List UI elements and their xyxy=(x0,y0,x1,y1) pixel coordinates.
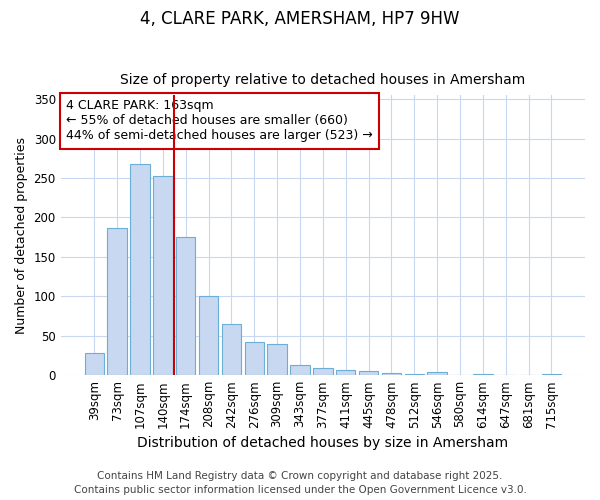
Bar xyxy=(359,371,378,375)
Bar xyxy=(221,324,241,375)
Bar xyxy=(199,296,218,375)
Bar xyxy=(404,374,424,375)
Title: Size of property relative to detached houses in Amersham: Size of property relative to detached ho… xyxy=(120,73,526,87)
Bar xyxy=(336,370,355,375)
Text: 4, CLARE PARK, AMERSHAM, HP7 9HW: 4, CLARE PARK, AMERSHAM, HP7 9HW xyxy=(140,10,460,28)
Bar xyxy=(130,164,149,375)
Y-axis label: Number of detached properties: Number of detached properties xyxy=(15,136,28,334)
Bar xyxy=(542,374,561,375)
Bar xyxy=(153,176,173,375)
Bar xyxy=(245,342,264,375)
Bar xyxy=(107,228,127,375)
Bar xyxy=(290,365,310,375)
Bar xyxy=(85,353,104,375)
Text: 4 CLARE PARK: 163sqm
← 55% of detached houses are smaller (660)
44% of semi-deta: 4 CLARE PARK: 163sqm ← 55% of detached h… xyxy=(66,100,373,142)
Bar xyxy=(176,237,196,375)
Bar xyxy=(473,374,493,375)
Text: Contains HM Land Registry data © Crown copyright and database right 2025.
Contai: Contains HM Land Registry data © Crown c… xyxy=(74,471,526,495)
Bar xyxy=(427,372,447,375)
Bar xyxy=(382,373,401,375)
X-axis label: Distribution of detached houses by size in Amersham: Distribution of detached houses by size … xyxy=(137,436,508,450)
Bar xyxy=(268,344,287,375)
Bar xyxy=(313,368,332,375)
